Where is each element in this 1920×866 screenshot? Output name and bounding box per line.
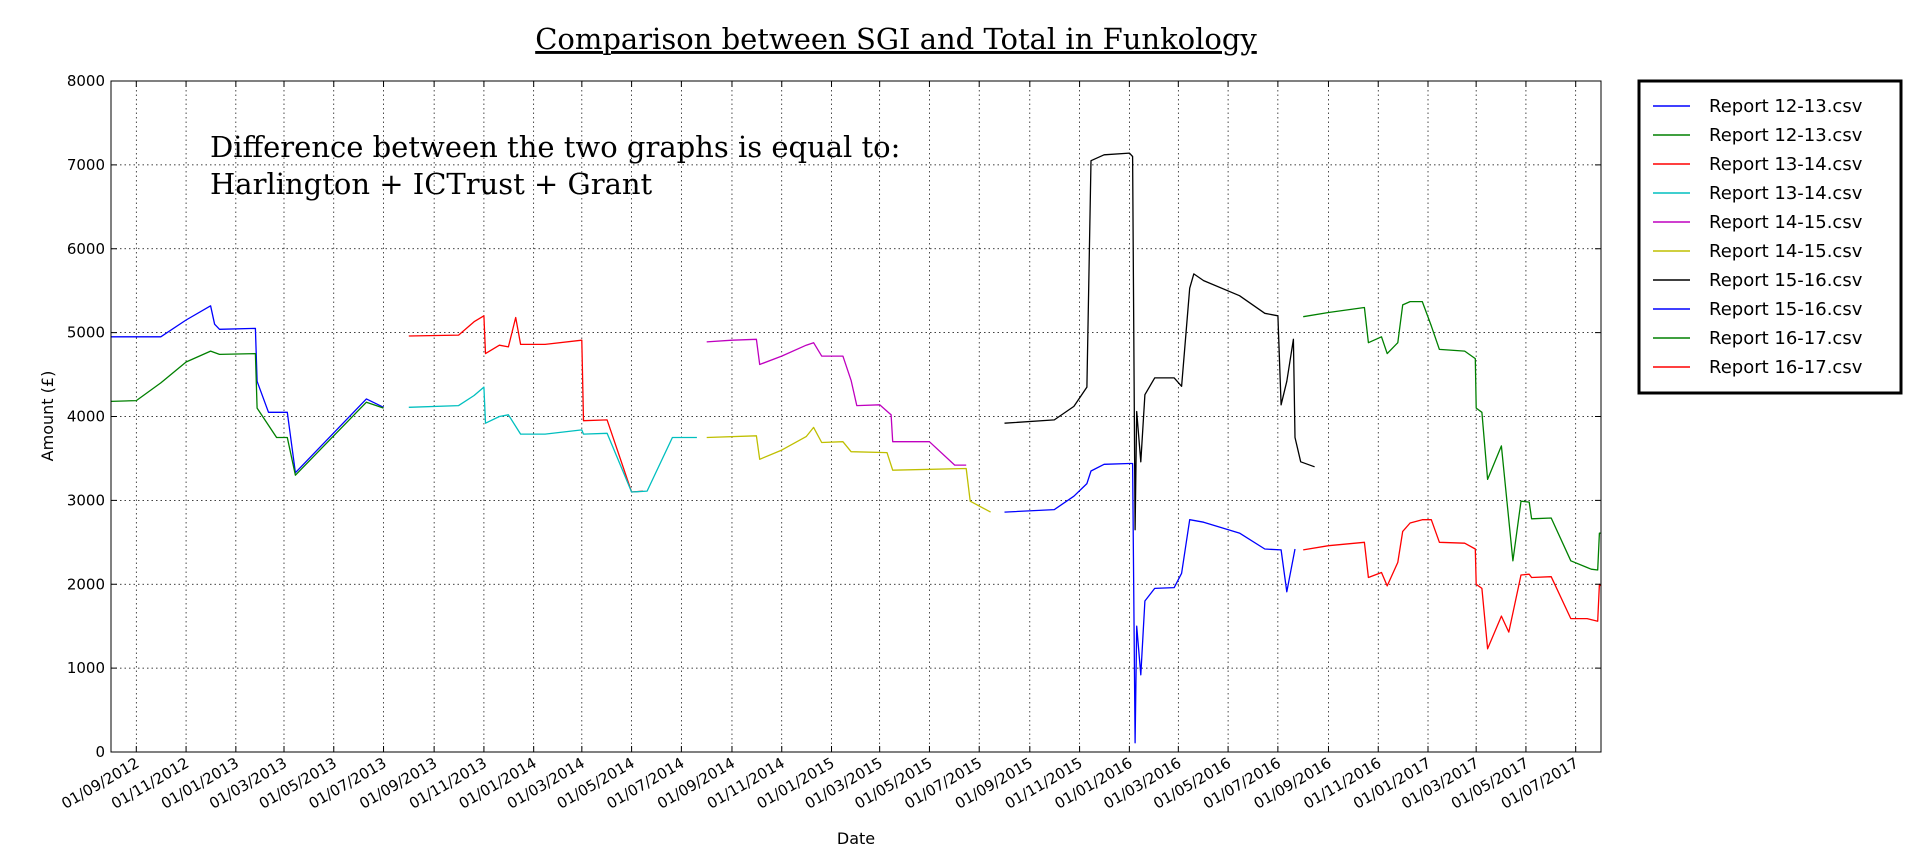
legend: Report 12-13.csv Report 12-13.csv Report 1… <box>1637 79 1903 395</box>
y-tick-label: 3000 <box>67 491 105 509</box>
series-line-7 <box>1004 152 1315 531</box>
chart-title: Comparison between SGI and Total in Funk… <box>535 22 1257 56</box>
legend-label: Report 16-17.csv <box>1709 357 1863 378</box>
legend-label: Report 12-13.csv <box>1709 125 1863 146</box>
series-line-2 <box>110 350 384 476</box>
y-tick-label: 5000 <box>67 324 105 342</box>
legend-box <box>1637 79 1903 395</box>
series-line-3 <box>408 315 644 493</box>
grid <box>111 81 1601 752</box>
y-tick-label: 7000 <box>67 156 105 174</box>
legend-label: Report 14-15.csv <box>1709 241 1863 262</box>
legend-label: Report 13-14.csv <box>1709 183 1863 204</box>
series-line-8 <box>1004 462 1296 744</box>
series-line-5 <box>706 338 967 466</box>
legend-label: Report 14-15.csv <box>1709 212 1863 233</box>
y-tick-label: 2000 <box>67 575 105 593</box>
legend-label: Report 12-13.csv <box>1709 96 1863 117</box>
y-tick-label: 8000 <box>67 72 105 90</box>
annotation-line-1: Difference between the two graphs is equ… <box>210 130 900 164</box>
y-axis-ticks: 0 1000 2000 3000 4000 5000 6000 7000 8000 <box>67 72 1601 761</box>
annotation-line-2: Harlington + ICTrust + Grant <box>210 167 653 201</box>
series-line-10 <box>1303 519 1602 650</box>
legend-label: Report 16-17.csv <box>1709 328 1863 349</box>
y-tick-label: 1000 <box>67 659 105 677</box>
legend-label: Report 15-16.csv <box>1709 270 1863 291</box>
legend-label: Report 13-14.csv <box>1709 154 1863 175</box>
x-axis-label: Date <box>837 829 875 848</box>
y-tick-label: 4000 <box>67 408 105 426</box>
series-line-6 <box>706 426 991 513</box>
y-tick-label: 6000 <box>67 240 105 258</box>
y-tick-label: 0 <box>95 743 105 761</box>
series-lines <box>110 152 1602 744</box>
y-axis-label: Amount (£) <box>38 371 57 462</box>
legend-label: Report 15-16.csv <box>1709 299 1863 320</box>
series-line-4 <box>408 386 697 493</box>
series-line-9 <box>1303 300 1601 571</box>
